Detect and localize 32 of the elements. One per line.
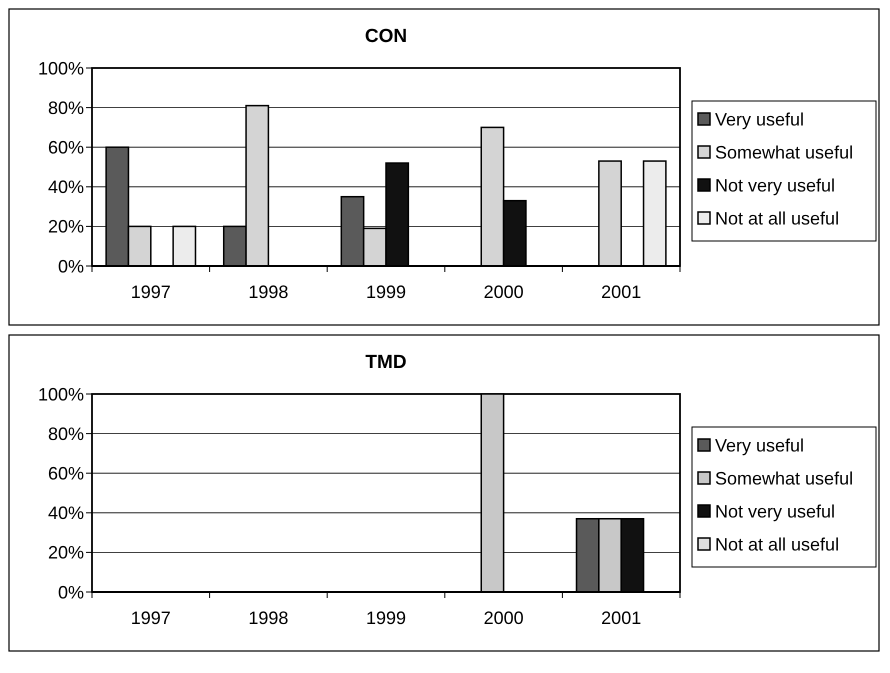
y-tick-label: 60% — [48, 138, 84, 158]
y-tick-label: 0% — [58, 582, 84, 602]
y-tick-label: 80% — [48, 98, 84, 118]
y-tick-label: 0% — [58, 256, 84, 276]
legend-label: Very useful — [715, 109, 804, 130]
legend-label: Not at all useful — [715, 208, 840, 228]
y-tick-label: 20% — [48, 542, 84, 563]
legend-label: Not very useful — [715, 175, 836, 196]
y-tick-label: 80% — [48, 424, 84, 444]
x-tick-label: 2001 — [601, 608, 642, 628]
x-tick-label: 2000 — [484, 608, 524, 628]
legend-label: Not at all useful — [715, 534, 840, 554]
chart-title: TMD — [365, 352, 407, 373]
x-tick-label: 1998 — [248, 282, 288, 302]
y-tick-label: 100% — [38, 58, 84, 78]
x-tick-label: 1999 — [366, 608, 406, 628]
y-tick-label: 40% — [48, 177, 84, 198]
x-tick-label: 1997 — [130, 608, 171, 628]
x-tick-label: 1998 — [248, 608, 288, 628]
x-tick-label: 1999 — [366, 282, 406, 302]
y-tick-label: 20% — [48, 216, 84, 237]
y-tick-label: 100% — [38, 384, 84, 404]
x-tick-label: 1997 — [130, 282, 171, 302]
x-tick-label: 2000 — [484, 282, 524, 302]
legend-label: Very useful — [715, 435, 804, 456]
legend-label: Somewhat useful — [715, 468, 854, 488]
x-tick-label: 2001 — [601, 282, 642, 302]
y-tick-label: 60% — [48, 464, 84, 484]
chart-title: CON — [364, 26, 408, 47]
y-tick-label: 40% — [48, 503, 84, 524]
legend-label: Somewhat useful — [715, 142, 854, 162]
legend-label: Not very useful — [715, 501, 836, 522]
